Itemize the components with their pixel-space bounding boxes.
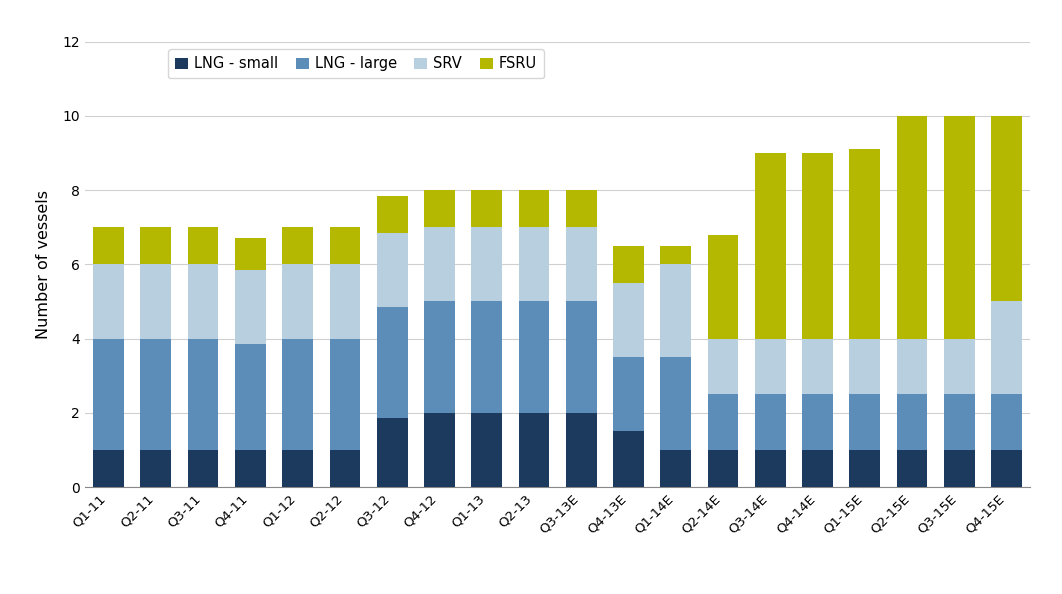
Bar bbox=[518, 190, 549, 227]
Bar bbox=[944, 394, 975, 450]
Bar bbox=[707, 394, 738, 450]
Bar bbox=[377, 307, 408, 418]
Bar bbox=[93, 227, 124, 264]
Bar bbox=[566, 227, 597, 302]
Bar bbox=[472, 302, 502, 413]
Bar bbox=[896, 116, 927, 339]
Bar bbox=[188, 264, 219, 339]
Bar bbox=[518, 413, 549, 487]
Bar bbox=[140, 264, 171, 339]
Bar bbox=[377, 233, 408, 307]
Bar bbox=[896, 339, 927, 394]
Bar bbox=[188, 227, 219, 264]
Bar bbox=[282, 227, 313, 264]
Bar bbox=[944, 339, 975, 394]
Bar bbox=[235, 344, 266, 450]
Bar bbox=[613, 357, 644, 431]
Bar bbox=[802, 450, 833, 487]
Bar bbox=[518, 227, 549, 302]
Bar bbox=[707, 450, 738, 487]
Bar bbox=[896, 450, 927, 487]
Bar bbox=[707, 235, 738, 339]
Bar bbox=[661, 357, 691, 450]
Bar bbox=[140, 227, 171, 264]
Bar bbox=[472, 227, 502, 302]
Bar bbox=[850, 339, 880, 394]
Bar bbox=[944, 450, 975, 487]
Bar bbox=[282, 450, 313, 487]
Bar bbox=[424, 413, 455, 487]
Bar bbox=[282, 264, 313, 339]
Bar bbox=[850, 394, 880, 450]
Bar bbox=[661, 450, 691, 487]
Bar bbox=[424, 190, 455, 227]
Bar bbox=[235, 450, 266, 487]
Bar bbox=[566, 413, 597, 487]
Bar bbox=[802, 339, 833, 394]
Bar bbox=[140, 450, 171, 487]
Bar bbox=[707, 339, 738, 394]
Bar bbox=[329, 227, 360, 264]
Bar bbox=[991, 302, 1022, 394]
Bar bbox=[755, 450, 786, 487]
Bar bbox=[424, 227, 455, 302]
Bar bbox=[140, 339, 171, 450]
Bar bbox=[93, 264, 124, 339]
Bar bbox=[188, 450, 219, 487]
Bar bbox=[991, 116, 1022, 302]
Bar bbox=[235, 270, 266, 344]
Bar bbox=[755, 339, 786, 394]
Bar bbox=[329, 339, 360, 450]
Bar bbox=[755, 153, 786, 339]
Bar bbox=[93, 450, 124, 487]
Bar bbox=[802, 153, 833, 339]
Bar bbox=[850, 450, 880, 487]
Bar bbox=[802, 394, 833, 450]
Bar bbox=[613, 246, 644, 283]
Bar bbox=[518, 302, 549, 413]
Bar bbox=[850, 149, 880, 339]
Bar bbox=[661, 264, 691, 357]
Bar bbox=[235, 238, 266, 270]
Bar bbox=[991, 450, 1022, 487]
Bar bbox=[566, 302, 597, 413]
Bar bbox=[472, 413, 502, 487]
Bar bbox=[282, 339, 313, 450]
Bar bbox=[566, 190, 597, 227]
Bar bbox=[329, 450, 360, 487]
Bar bbox=[377, 418, 408, 487]
Bar bbox=[93, 339, 124, 450]
Bar bbox=[424, 302, 455, 413]
Bar bbox=[755, 394, 786, 450]
Bar bbox=[991, 394, 1022, 450]
Y-axis label: Number of vessels: Number of vessels bbox=[36, 190, 51, 339]
Bar bbox=[896, 394, 927, 450]
Bar bbox=[944, 116, 975, 339]
Bar bbox=[613, 283, 644, 357]
Bar bbox=[613, 431, 644, 487]
Bar bbox=[377, 195, 408, 233]
Bar bbox=[661, 246, 691, 264]
Bar bbox=[188, 339, 219, 450]
Bar bbox=[329, 264, 360, 339]
Bar bbox=[472, 190, 502, 227]
Legend: LNG - small, LNG - large, SRV, FSRU: LNG - small, LNG - large, SRV, FSRU bbox=[168, 49, 544, 78]
